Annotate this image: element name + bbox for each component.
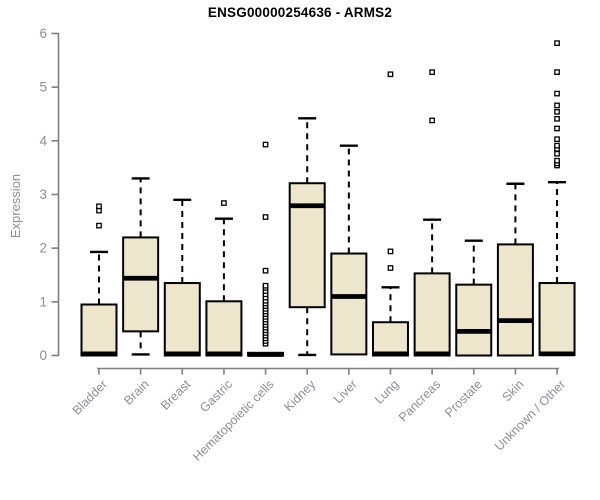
outlier-point <box>429 117 435 124</box>
y-tick-label: 0 <box>39 348 47 363</box>
box-skin <box>496 182 534 357</box>
outlier-point <box>554 40 560 46</box>
box-liver <box>330 144 368 356</box>
x-tick-label-prostate: Prostate <box>442 377 485 420</box>
x-tick-label-lung: Lung <box>372 377 402 407</box>
outlier-point <box>221 200 227 206</box>
x-tick-label-brain: Brain <box>121 377 152 408</box>
outlier-point <box>387 71 394 78</box>
outlier-point <box>554 115 560 122</box>
box-prostate <box>455 239 493 357</box>
box-breast <box>163 198 201 357</box>
outlier-point <box>262 214 269 220</box>
outlier-point <box>96 203 102 210</box>
y-tick-label: 2 <box>39 241 47 256</box>
outlier-point <box>262 141 269 148</box>
y-tick-label: 1 <box>39 294 47 309</box>
outlier-point <box>554 157 560 164</box>
box-lung <box>371 71 409 357</box>
outlier-point <box>554 102 560 109</box>
x-tick-label-breast: Breast <box>158 377 194 413</box>
y-tick-label: 5 <box>39 80 47 95</box>
outlier-point <box>554 108 560 115</box>
box-hematopoietic-cells <box>247 141 285 357</box>
x-tick-label-kidney: Kidney <box>281 377 318 414</box>
box-pancreas <box>413 69 451 357</box>
chart-title: ENSG00000254636 - ARMS2 <box>207 5 393 20</box>
outlier-point <box>96 222 102 229</box>
y-tick-label: 4 <box>39 133 47 148</box>
outlier-point <box>554 69 560 75</box>
box-gastric <box>205 200 243 357</box>
outlier-point <box>262 282 269 289</box>
x-tick-label-skin: Skin <box>499 377 526 404</box>
x-tick-label-hematopoietic-cells: Hematopoietic cells <box>190 377 277 464</box>
y-axis-title: Expression <box>8 173 23 239</box>
y-tick-label: 6 <box>39 26 47 41</box>
y-tick-label: 3 <box>39 187 47 202</box>
x-tick-label-bladder: Bladder <box>70 377 110 417</box>
outlier-point <box>429 69 435 75</box>
outlier-point <box>554 142 560 149</box>
x-tick-label-gastric: Gastric <box>197 377 235 415</box>
outlier-point <box>554 136 560 143</box>
outlier-point <box>262 267 269 274</box>
x-tick-label-unknown-other: Unknown / Other <box>492 377 568 453</box>
y-axis: 0 1 2 3 4 5 6 <box>39 26 60 363</box>
outlier-point <box>554 90 560 97</box>
outlier-point <box>387 265 394 271</box>
x-tick-label-pancreas: Pancreas <box>396 377 443 424</box>
box-brain <box>122 177 160 356</box>
outlier-point <box>554 150 560 157</box>
box-kidney <box>288 117 326 357</box>
outlier-point <box>387 248 394 255</box>
box-bladder <box>80 203 118 357</box>
outlier-point <box>554 125 560 132</box>
box-unknown-other <box>538 40 576 357</box>
x-tick-label-liver: Liver <box>331 377 360 406</box>
